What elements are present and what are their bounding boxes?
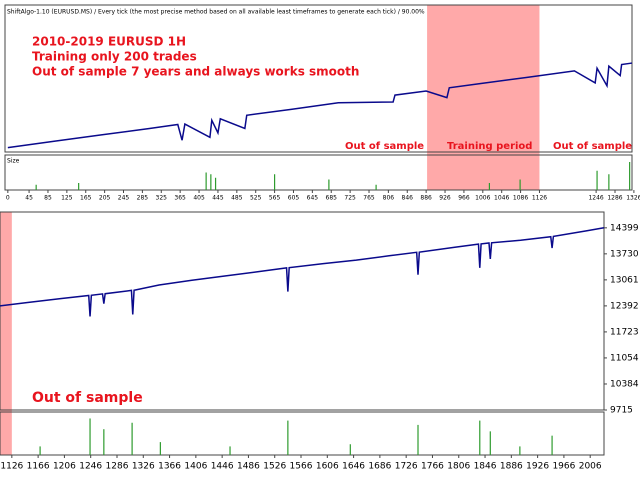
x-tick-label: 1606 xyxy=(316,462,339,472)
x-tick-label: 365 xyxy=(174,195,186,202)
highlight-band xyxy=(427,5,540,190)
y-tick-label: 10384 xyxy=(610,379,639,389)
x-tick-label: 1246 xyxy=(79,462,102,472)
x-tick-label: 1726 xyxy=(395,462,418,472)
x-tick-label: 2006 xyxy=(579,462,602,472)
y-tick-label: 13061 xyxy=(610,275,639,285)
x-tick-label: 485 xyxy=(231,195,243,202)
x-tick-label: 1126 xyxy=(532,195,547,202)
x-tick-label: 1566 xyxy=(290,462,313,472)
x-tick-label: 1286 xyxy=(106,462,129,472)
x-tick-label: 1166 xyxy=(27,462,50,472)
plot-frame xyxy=(0,211,605,411)
x-tick-label: 245 xyxy=(118,195,130,202)
x-tick-label: 605 xyxy=(288,195,300,202)
plot-frame xyxy=(4,4,633,153)
chart-title: ShiftAlgo-1.10 (EURUSD.MS) / Every tick … xyxy=(7,9,425,16)
annotation: Training only 200 trades xyxy=(32,50,197,64)
highlight-band xyxy=(0,212,12,455)
x-tick-label: 1846 xyxy=(474,462,497,472)
x-tick-label: 325 xyxy=(156,195,168,202)
annotation: Training period xyxy=(447,141,532,152)
annotation: 2010-2019 EURUSD 1H xyxy=(32,35,186,49)
x-tick-label: 1886 xyxy=(500,462,523,472)
x-tick-label: 125 xyxy=(61,195,73,202)
x-tick-label: 205 xyxy=(99,195,111,202)
y-tick-label: 11054 xyxy=(610,353,639,363)
x-tick-label: 1086 xyxy=(513,195,528,202)
x-tick-label: 1526 xyxy=(263,462,286,472)
x-tick-label: 45 xyxy=(25,195,33,202)
x-tick-label: 1286 xyxy=(607,195,622,202)
x-tick-label: 1206 xyxy=(53,462,76,472)
equity-line xyxy=(0,227,605,317)
x-tick-label: 1806 xyxy=(447,462,470,472)
x-tick-label: 846 xyxy=(402,195,414,202)
annotation: Out of sample xyxy=(345,141,424,152)
x-tick-label: 165 xyxy=(80,195,92,202)
size-frame xyxy=(0,411,605,456)
annotation: Out of sample xyxy=(553,141,632,152)
y-tick-label: 9715 xyxy=(610,406,633,416)
size-frame xyxy=(4,154,633,191)
x-tick-label: 966 xyxy=(458,195,470,202)
x-tick-label: 85 xyxy=(44,195,52,202)
x-tick-label: 1766 xyxy=(421,462,444,472)
x-tick-label: 765 xyxy=(363,195,375,202)
x-tick-label: 525 xyxy=(250,195,262,202)
x-tick-label: 926 xyxy=(439,195,451,202)
annotation: Out of sample 7 years and always works s… xyxy=(32,65,359,79)
x-tick-label: 1246 xyxy=(588,195,603,202)
x-tick-label: 445 xyxy=(212,195,224,202)
x-tick-label: 1486 xyxy=(237,462,260,472)
y-tick-label: 12392 xyxy=(610,301,639,311)
x-tick-label: 1126 xyxy=(0,462,23,472)
x-tick-label: 1366 xyxy=(158,462,181,472)
x-tick-label: 1326 xyxy=(626,195,640,202)
x-tick-label: 1966 xyxy=(552,462,575,472)
x-tick-label: 1006 xyxy=(475,195,490,202)
x-tick-label: 685 xyxy=(326,195,338,202)
x-tick-label: 405 xyxy=(193,195,205,202)
x-tick-label: 565 xyxy=(269,195,281,202)
size-label: Size xyxy=(7,158,20,165)
x-tick-label: 1646 xyxy=(342,462,365,472)
x-tick-label: 1046 xyxy=(494,195,509,202)
annotation: Out of sample xyxy=(32,390,143,406)
x-tick-label: 806 xyxy=(383,195,395,202)
x-tick-label: 0 xyxy=(6,195,10,202)
x-tick-label: 1406 xyxy=(184,462,207,472)
x-tick-label: 1326 xyxy=(132,462,155,472)
x-tick-label: 725 xyxy=(344,195,356,202)
y-tick-label: 11723 xyxy=(610,327,639,337)
y-tick-label: 14399 xyxy=(610,223,639,233)
x-tick-label: 645 xyxy=(307,195,319,202)
y-tick-label: 13730 xyxy=(610,249,639,259)
equity-line xyxy=(7,62,633,149)
x-tick-label: 886 xyxy=(420,195,432,202)
x-tick-label: 1446 xyxy=(211,462,234,472)
x-tick-label: 1926 xyxy=(526,462,549,472)
x-tick-label: 1686 xyxy=(368,462,391,472)
x-tick-label: 285 xyxy=(137,195,149,202)
